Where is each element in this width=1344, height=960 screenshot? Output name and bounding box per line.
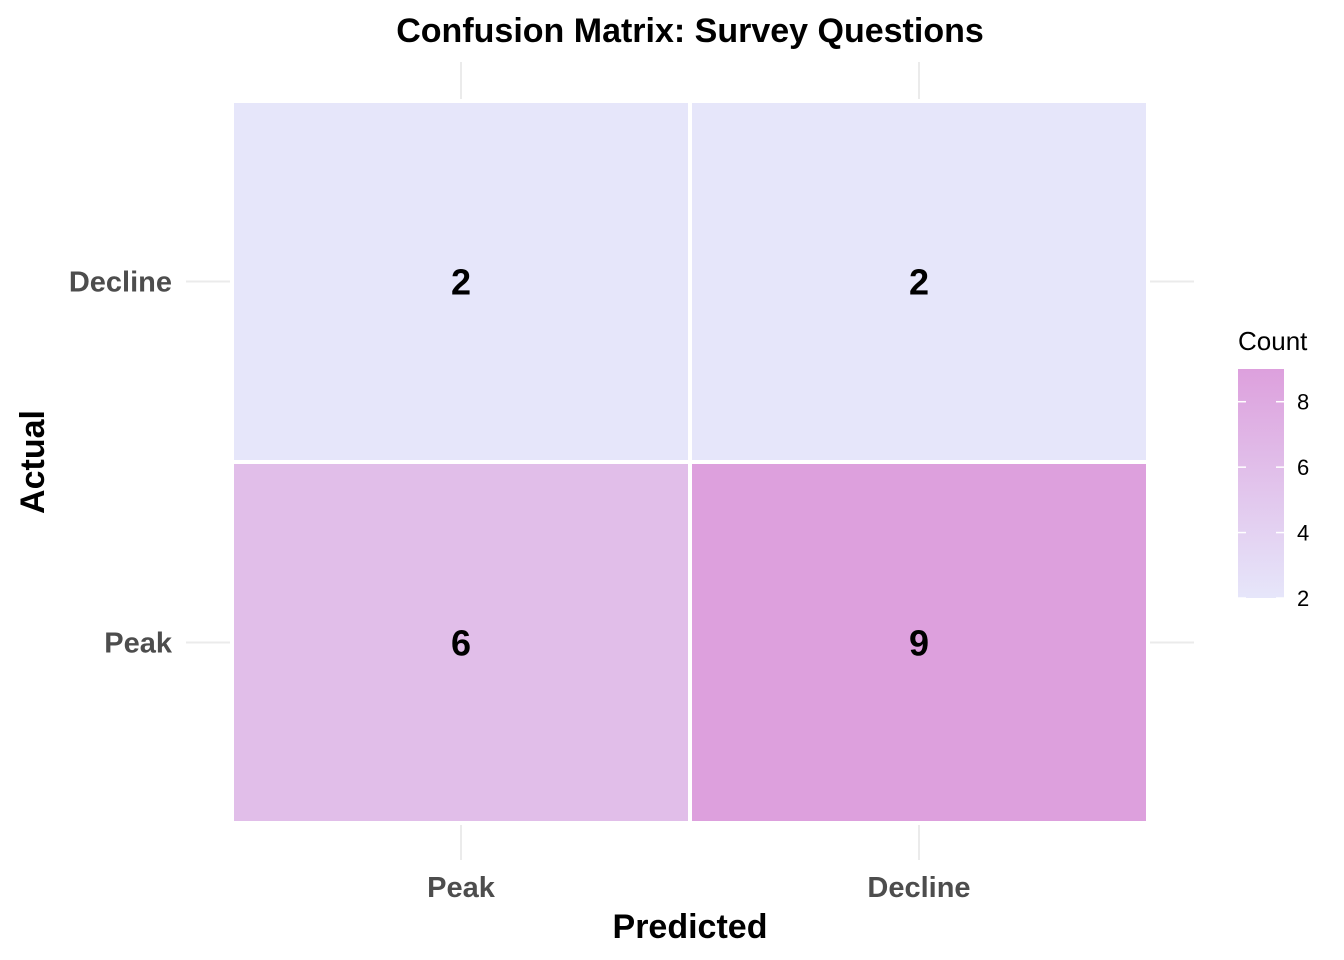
y-tick-label: Decline: [69, 267, 172, 299]
cell-value-label: 9: [909, 623, 929, 664]
legend-tick-label: 6: [1297, 455, 1309, 480]
legend-title: Count: [1238, 326, 1308, 356]
heatmap-cell: [688, 460, 1150, 825]
y-axis-ticks: Decline Peak: [69, 267, 173, 660]
heatmap-cells: [230, 99, 1150, 825]
heatmap-cell: [230, 99, 692, 464]
legend-tick-label: 2: [1297, 586, 1309, 611]
cell-value-label: 2: [909, 262, 929, 303]
heatmap-cell: [230, 460, 692, 825]
legend-ticks: 2 4 6 8: [1238, 390, 1309, 611]
cell-value-label: 6: [451, 623, 471, 664]
legend: Count 2 4 6 8: [1238, 326, 1309, 611]
legend-tick-label: 4: [1297, 521, 1309, 546]
x-tick-label: Decline: [867, 872, 970, 904]
x-tick-label: Peak: [427, 872, 496, 904]
legend-color-bar: [1238, 369, 1284, 598]
cell-value-label: 2: [451, 262, 471, 303]
legend-tick-label: 8: [1297, 390, 1309, 415]
cell-value-labels: 2 2 6 9: [451, 262, 929, 664]
y-tick-label: Peak: [104, 628, 173, 660]
x-axis-label: Predicted: [613, 908, 768, 946]
y-axis-label: Actual: [14, 410, 52, 514]
chart-title: Confusion Matrix: Survey Questions: [396, 12, 984, 50]
x-axis-ticks: Peak Decline: [427, 872, 970, 904]
